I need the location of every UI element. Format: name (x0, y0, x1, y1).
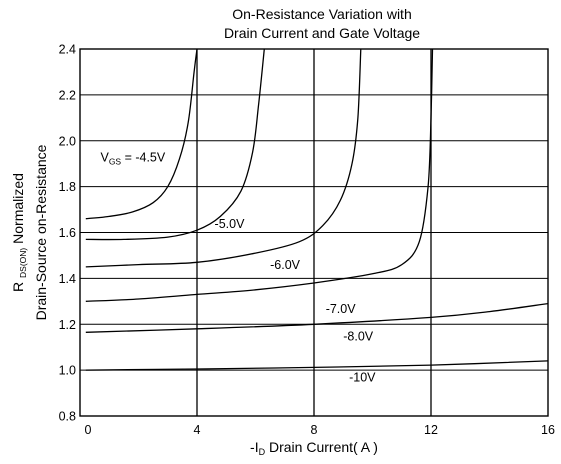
series-label-rest: = -4.5V (121, 150, 166, 164)
series-label: VGS = -4.5V (100, 150, 165, 166)
series-label: -5.0V (215, 217, 246, 231)
series-line (85, 49, 265, 241)
series-line (85, 49, 198, 220)
series-label-rest: -8.0V (343, 329, 374, 343)
series-line (85, 302, 548, 333)
series-label: -10V (349, 371, 376, 385)
x-axis-label-main: -I (250, 439, 259, 455)
series-label-main: V (100, 150, 109, 164)
x-axis-label: -ID Drain Current( A ) (250, 439, 378, 457)
series-label-rest: -10V (349, 371, 376, 385)
series-label-rest: -5.0V (215, 217, 246, 231)
y-tick-label: 1.6 (59, 226, 76, 240)
y-axis-label-line1: R DS(ON) Normalized (10, 173, 28, 292)
y-axis-label-rest: Normalized (10, 173, 26, 248)
y-axis-label-main: R (10, 278, 26, 292)
y-tick-label: 2.2 (59, 88, 76, 102)
series-label: -8.0V (343, 329, 374, 343)
x-axis-label-rest: Drain Current( A ) (265, 439, 378, 455)
x-tick-label: 8 (311, 423, 318, 437)
y-tick-label: 1.2 (59, 318, 76, 332)
y-tick-label: 1.8 (59, 180, 76, 194)
series-label-rest: -7.0V (326, 302, 357, 316)
x-axis-label-sub: D (259, 447, 266, 457)
y-tick-label: 2.4 (59, 43, 76, 57)
x-tick-label: 12 (424, 423, 438, 437)
series-label: -7.0V (326, 302, 357, 316)
y-axis-label-sub: DS(ON) (18, 248, 28, 278)
x-tick-label: 0 (85, 423, 92, 437)
chart-title-line: Drain Current and Gate Voltage (224, 25, 420, 41)
y-axis-label-line2: Drain-Source on-Resistance (33, 144, 49, 320)
y-tick-label: 2.0 (59, 134, 76, 148)
series-label-rest: -6.0V (270, 258, 301, 272)
x-tick-label: 16 (541, 423, 555, 437)
series-line (85, 49, 362, 268)
series-line (85, 49, 434, 302)
series-label-sub: GS (109, 156, 122, 166)
x-tick-label: 4 (194, 423, 201, 437)
y-tick-label: 1.0 (59, 364, 76, 378)
series-label: -6.0V (270, 258, 301, 272)
y-tick-label: 0.8 (59, 410, 76, 424)
chart-title-line: On-Resistance Variation with (232, 6, 411, 22)
series-line (85, 360, 548, 371)
y-tick-label: 1.4 (59, 272, 76, 286)
